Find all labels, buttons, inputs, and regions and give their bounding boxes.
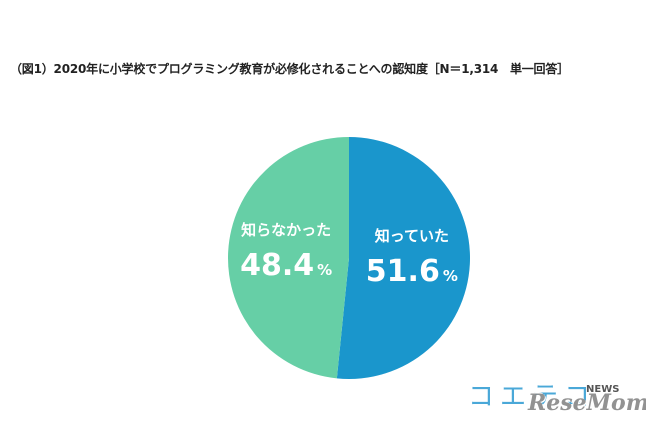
slice-label-0: 知っていた	[375, 227, 449, 245]
watermark: ReseMom	[528, 390, 646, 416]
slice-value-1: 48.4%	[240, 248, 332, 283]
brand-sub-label: NEWS	[586, 384, 620, 395]
pie-slice-1	[228, 137, 349, 379]
brand-logo: コエテコ	[468, 382, 597, 412]
slice-label-1: 知らなかった	[241, 221, 331, 239]
pie-slice-0	[336, 137, 471, 380]
chart-title: （図1）2020年に小学校でプログラミング教育が必修化されることへの認知度［N＝…	[10, 62, 569, 76]
slice-value-0: 51.6%	[366, 254, 458, 289]
